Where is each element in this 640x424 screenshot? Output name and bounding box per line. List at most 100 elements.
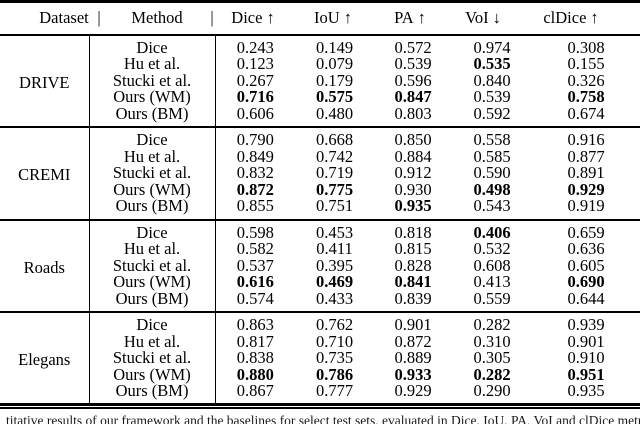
figure-caption-partial: titative results of our framework and th… bbox=[6, 413, 640, 424]
method-label: Ours (BM) bbox=[89, 105, 216, 127]
metric-value: 0.539 bbox=[473, 87, 511, 106]
metric-value: 0.659 bbox=[532, 218, 640, 241]
metric-value: 0.590 bbox=[473, 163, 511, 182]
table-row: Elegans Dice 0.863 0.762 0.901 0.282 0.939 bbox=[0, 311, 640, 404]
header-method: Method bbox=[131, 8, 183, 27]
metric-value: 0.935 bbox=[394, 196, 432, 215]
metric-value: 0.786 bbox=[315, 364, 354, 384]
method-label: Ours (WM) bbox=[89, 181, 216, 198]
metric-value: 0.498 bbox=[473, 179, 511, 199]
metric-value: 0.872 bbox=[236, 179, 274, 199]
metric-value: 0.539 bbox=[394, 54, 432, 73]
header-metric-cldice: clDice ↑ bbox=[521, 3, 621, 33]
metric-value: 0.413 bbox=[473, 272, 511, 291]
metric-value: 0.636 bbox=[567, 239, 605, 258]
metric-value: 0.537 bbox=[236, 255, 274, 275]
header-metric-dice: Dice ↑ bbox=[203, 3, 303, 33]
header-metric-pa: PA ↑ bbox=[360, 3, 460, 33]
table-row: Ours (WM) 0.880 0.786 0.933 0.282 0.951 bbox=[0, 364, 640, 384]
results-table: DRIVE Dice 0.243 0.149 0.572 0.974 0.308 Hu et … bbox=[0, 33, 640, 404]
metric-label: Dice bbox=[231, 8, 263, 27]
metric-value: 0.929 bbox=[394, 381, 432, 400]
metric-value: 0.606 bbox=[236, 103, 274, 123]
metric-value: 0.149 bbox=[295, 33, 374, 56]
method-label: Hu et al. bbox=[89, 333, 216, 350]
up-arrow-icon: ↑ bbox=[417, 8, 426, 27]
header-metric-voi: VoI ↓ bbox=[433, 3, 533, 33]
metric-value: 0.929 bbox=[567, 179, 605, 199]
table-row: Ours (BM) 0.867 0.777 0.929 0.290 0.935 bbox=[0, 381, 640, 404]
metric-value: 0.123 bbox=[236, 54, 274, 73]
method-label: Stucki et al. bbox=[89, 257, 216, 274]
metric-value: 0.847 bbox=[394, 87, 432, 106]
metric-value: 0.849 bbox=[236, 146, 274, 166]
table-row: Ours (BM) 0.855 0.751 0.935 0.543 0.919 bbox=[0, 196, 640, 220]
metric-value: 0.803 bbox=[394, 103, 432, 123]
metric-value: 0.644 bbox=[567, 288, 605, 308]
table-row: Roads Dice 0.598 0.453 0.818 0.406 0.659 bbox=[0, 218, 640, 312]
method-label: Ours (WM) bbox=[89, 88, 216, 106]
metric-value: 0.910 bbox=[567, 348, 605, 367]
metric-value: 0.674 bbox=[567, 103, 605, 123]
up-arrow-icon: ↑ bbox=[590, 8, 599, 27]
metric-value: 0.916 bbox=[532, 126, 640, 149]
metric-value: 0.243 bbox=[215, 33, 295, 56]
metric-label: IoU bbox=[314, 8, 340, 27]
metric-value: 0.308 bbox=[532, 33, 640, 56]
table-row: Hu et al. 0.849 0.742 0.884 0.585 0.877 bbox=[0, 146, 640, 166]
method-label: Ours (WM) bbox=[89, 273, 216, 291]
dataset-label: CREMI bbox=[0, 126, 90, 220]
table-row: Ours (BM) 0.574 0.433 0.839 0.559 0.644 bbox=[0, 288, 640, 312]
metric-value: 0.815 bbox=[394, 239, 432, 258]
metric-value: 0.598 bbox=[215, 218, 295, 241]
metric-value: 0.310 bbox=[473, 331, 511, 351]
table-row: DRIVE Dice 0.243 0.149 0.572 0.974 0.308 bbox=[0, 33, 640, 127]
metric-value: 0.790 bbox=[215, 126, 295, 149]
table-row: CREMI Dice 0.790 0.668 0.850 0.558 0.916 bbox=[0, 126, 640, 220]
metric-value: 0.575 bbox=[315, 87, 354, 106]
table-bottom-rule-thin bbox=[0, 407, 640, 409]
metric-value: 0.395 bbox=[315, 255, 354, 275]
metric-value: 0.850 bbox=[374, 126, 452, 149]
dataset-label: Roads bbox=[0, 218, 90, 312]
metric-value: 0.532 bbox=[473, 239, 511, 258]
metric-value: 0.608 bbox=[473, 255, 511, 275]
metric-value: 0.326 bbox=[567, 70, 605, 90]
table-row: Stucki et al. 0.832 0.719 0.912 0.590 0.891 bbox=[0, 163, 640, 182]
metric-value: 0.839 bbox=[394, 288, 432, 308]
metric-value: 0.690 bbox=[567, 272, 605, 291]
metric-value: 0.406 bbox=[452, 218, 532, 241]
dataset-label: DRIVE bbox=[0, 33, 90, 127]
metric-value: 0.305 bbox=[473, 348, 511, 367]
table-row: Stucki et al. 0.838 0.735 0.889 0.305 0.910 bbox=[0, 348, 640, 367]
metric-value: 0.777 bbox=[315, 381, 354, 400]
metric-value: 0.742 bbox=[315, 146, 354, 166]
metric-value: 0.758 bbox=[567, 87, 605, 106]
metric-value: 0.818 bbox=[374, 218, 452, 241]
metric-value: 0.433 bbox=[315, 288, 354, 308]
dataset-label: Elegans bbox=[0, 311, 90, 404]
metric-value: 0.751 bbox=[315, 196, 354, 215]
method-label: Stucki et al. bbox=[89, 164, 216, 182]
metric-value: 0.596 bbox=[394, 70, 432, 90]
metric-value: 0.559 bbox=[473, 288, 511, 308]
metric-value: 0.616 bbox=[236, 272, 274, 291]
metric-value: 0.574 bbox=[236, 288, 274, 308]
header-pipe-separator: | bbox=[210, 8, 214, 27]
method-label: Hu et al. bbox=[89, 148, 216, 165]
metric-value: 0.543 bbox=[473, 196, 511, 215]
metric-value: 0.863 bbox=[215, 311, 295, 334]
header-metric-iou: IoU ↑ bbox=[283, 3, 383, 33]
up-arrow-icon: ↑ bbox=[266, 8, 275, 27]
table-row: Ours (WM) 0.872 0.775 0.930 0.498 0.929 bbox=[0, 179, 640, 199]
table-row: Hu et al. 0.123 0.079 0.539 0.535 0.155 bbox=[0, 54, 640, 73]
metric-value: 0.912 bbox=[394, 163, 432, 182]
method-label: Hu et al. bbox=[89, 55, 216, 73]
table-row: Ours (BM) 0.606 0.480 0.803 0.592 0.674 bbox=[0, 103, 640, 127]
metric-value: 0.592 bbox=[473, 103, 511, 123]
table-row: Hu et al. 0.817 0.710 0.872 0.310 0.901 bbox=[0, 331, 640, 351]
metric-value: 0.572 bbox=[374, 33, 452, 56]
metric-value: 0.267 bbox=[236, 70, 274, 90]
table-row: Ours (WM) 0.616 0.469 0.841 0.413 0.690 bbox=[0, 272, 640, 291]
